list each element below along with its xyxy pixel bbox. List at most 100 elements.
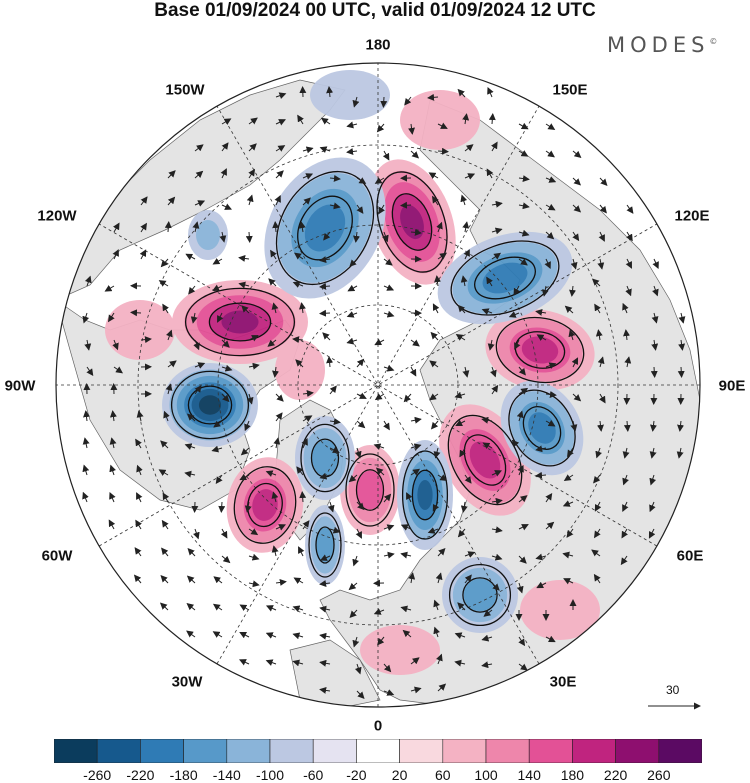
wind-vector (248, 335, 259, 342)
wind-vector (275, 119, 286, 126)
colorbar-tick-label: -140 (212, 767, 241, 783)
wind-vector (571, 357, 579, 368)
wind-vector (383, 551, 395, 559)
contour-line (297, 195, 353, 261)
reference-vector-label: 30 (666, 683, 680, 697)
wind-vector (271, 491, 279, 503)
contour-line (463, 434, 507, 486)
wind-vector (435, 572, 443, 584)
wind-vector (430, 420, 439, 430)
positive-anomaly (400, 90, 480, 150)
wind-vector (457, 528, 466, 538)
wind-vector (108, 519, 116, 530)
wind-vector (457, 304, 466, 314)
wind-vector (517, 464, 524, 476)
wind-vector (455, 334, 466, 341)
wind-vector (213, 420, 223, 428)
wind-vector (140, 196, 148, 206)
wind-vector (83, 410, 90, 422)
wind-vector (162, 492, 170, 503)
wind-vector (164, 221, 172, 233)
colorbar-swatch (528, 739, 573, 763)
wind-vector (274, 195, 281, 206)
wind-vector (353, 231, 360, 243)
wind-vector (166, 329, 173, 341)
wind-vector (454, 391, 466, 399)
lon-label-150e: 150E (552, 81, 588, 99)
wind-vector (292, 632, 304, 640)
wind-vector (545, 231, 555, 240)
meridian-line (216, 105, 540, 665)
wind-vector (400, 201, 412, 209)
wind-vector (518, 150, 529, 157)
wind-vector (275, 170, 284, 179)
wind-vector (594, 528, 601, 539)
contour-line (401, 450, 449, 540)
wind-vector (409, 366, 417, 377)
wind-vector (221, 118, 232, 125)
wind-vector (491, 141, 498, 152)
wind-vector (569, 285, 577, 297)
contour-line (208, 302, 272, 342)
wind-vector (373, 608, 385, 615)
wind-vector (240, 447, 250, 456)
wind-vector (488, 113, 496, 125)
contour-line (300, 423, 350, 493)
wind-vector (186, 413, 196, 422)
wind-vector (265, 470, 277, 477)
wind-vector (437, 683, 447, 692)
colorbar-tick-label: 20 (391, 767, 408, 783)
wind-vector (292, 659, 304, 667)
wind-vector (383, 258, 393, 266)
wind-vector (518, 258, 528, 266)
wind-vector (162, 303, 169, 314)
wind-vector (460, 194, 468, 206)
contour-line (315, 526, 335, 564)
wind-vector (356, 392, 367, 399)
wind-vector (301, 437, 308, 449)
wind-vector (167, 170, 176, 179)
wind-vector (486, 276, 493, 287)
wind-vector (432, 501, 440, 512)
latitude-circle (137, 144, 619, 626)
wind-vector (408, 123, 416, 135)
wind-vector (292, 605, 304, 613)
wind-vector (383, 524, 395, 531)
wind-vector (194, 144, 204, 152)
wind-vector (410, 416, 422, 424)
colorbar-swatch (572, 739, 616, 763)
wind-vector (239, 473, 250, 481)
wind-vector (597, 420, 604, 432)
wind-vector (677, 420, 685, 432)
wind-vector (545, 362, 557, 369)
contour-lines (170, 170, 585, 627)
wind-vector (481, 416, 493, 424)
wind-vector (165, 383, 173, 395)
wind-vector (109, 491, 116, 503)
wind-vector (136, 410, 144, 422)
wind-vector (535, 445, 547, 453)
contour-line (450, 240, 560, 316)
wind-vector (491, 227, 503, 235)
wind-vector (134, 547, 142, 557)
colorbar-swatch (356, 739, 400, 763)
wind-vector (327, 501, 335, 513)
colorbar-swatch (140, 739, 184, 763)
wind-vector (464, 574, 472, 584)
negative-anomaly (417, 480, 433, 510)
wind-vector (319, 580, 331, 587)
positive-anomaly (221, 310, 259, 334)
wind-vector (490, 366, 497, 378)
wind-vector (382, 150, 390, 161)
wind-vector (572, 204, 582, 213)
positive-anomaly (360, 625, 440, 675)
colorbar-swatch (54, 739, 98, 763)
wind-vector (463, 249, 470, 260)
wind-vector (383, 663, 392, 673)
lon-label-0: 0 (373, 717, 383, 735)
wind-vector (518, 175, 530, 183)
wind-vector (194, 200, 206, 207)
wind-vector (184, 443, 196, 450)
colorbar-swatch (615, 739, 660, 763)
wind-vector (595, 447, 603, 459)
